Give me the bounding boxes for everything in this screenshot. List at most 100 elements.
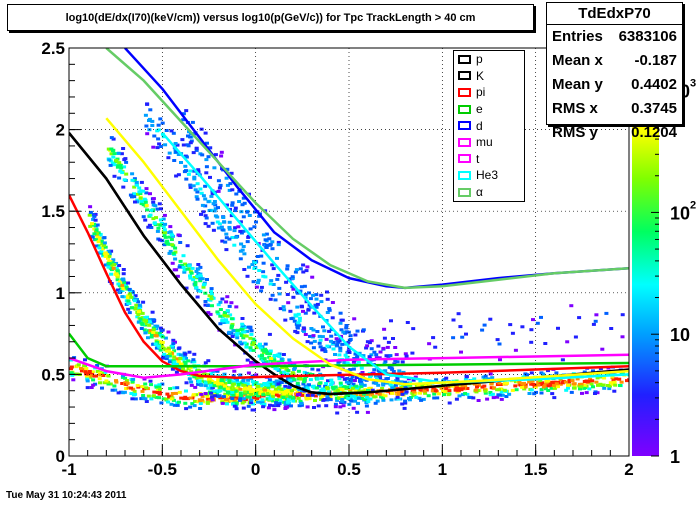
- heatmap-cell: [421, 397, 426, 401]
- heatmap-cell: [102, 236, 107, 240]
- heatmap-cell: [155, 324, 160, 328]
- heatmap-cell: [187, 350, 192, 354]
- heatmap-cell: [192, 177, 197, 181]
- heatmap-cell: [520, 385, 525, 389]
- heatmap-cell: [190, 402, 195, 406]
- heatmap-cell: [127, 311, 132, 315]
- heatmap-cell: [121, 268, 126, 271]
- heatmap-cell: [303, 292, 308, 296]
- heatmap-cell: [359, 382, 363, 386]
- heatmap-cell: [444, 387, 449, 391]
- heatmap-cell: [232, 398, 237, 402]
- heatmap-cell: [502, 388, 507, 392]
- heatmap-cell: [121, 287, 126, 291]
- heatmap-cell: [136, 300, 141, 304]
- heatmap-cell: [294, 268, 299, 272]
- heatmap-cell: [314, 386, 319, 390]
- heatmap-cell: [309, 341, 314, 345]
- heatmap-cell: [612, 380, 617, 384]
- heatmap-cell: [133, 397, 138, 401]
- heatmap-cell: [224, 398, 228, 402]
- heatmap-cell: [102, 243, 106, 247]
- heatmap-cell: [170, 243, 175, 247]
- heatmap-cell: [275, 353, 280, 357]
- heatmap-cell: [216, 189, 221, 193]
- heatmap-cell: [251, 341, 256, 345]
- heatmap-cell: [85, 377, 90, 381]
- heatmap-cell: [570, 379, 575, 383]
- heatmap-cell: [157, 383, 162, 387]
- heatmap-cell: [268, 383, 273, 387]
- heatmap-cell: [319, 398, 324, 401]
- heatmap-cell: [191, 358, 196, 362]
- heatmap-cell: [218, 314, 223, 318]
- heatmap-cell: [124, 172, 129, 176]
- heatmap-cell: [193, 385, 198, 389]
- heatmap-cell: [318, 338, 323, 342]
- heatmap-cell: [281, 305, 286, 309]
- heatmap-cell: [329, 339, 333, 343]
- heatmap-cell: [306, 307, 311, 311]
- heatmap-cell: [135, 315, 140, 319]
- heatmap-cell: [186, 359, 191, 363]
- heatmap-cell: [155, 340, 160, 344]
- heatmap-cell: [138, 311, 143, 315]
- heatmap-cell: [69, 371, 74, 375]
- heatmap-cell: [270, 263, 275, 267]
- heatmap-cell: [286, 398, 291, 402]
- legend-item-k: K: [454, 68, 524, 85]
- heatmap-cell: [230, 322, 235, 326]
- heatmap-cell: [198, 265, 203, 269]
- heatmap-cell: [184, 356, 188, 360]
- heatmap-cell: [625, 379, 629, 383]
- heatmap-cell: [434, 378, 439, 382]
- heatmap-cell: [258, 342, 262, 346]
- heatmap-cell: [279, 357, 284, 361]
- heatmap-cell: [273, 390, 277, 394]
- heatmap-cell: [587, 387, 592, 391]
- heatmap-cell: [238, 220, 243, 224]
- heatmap-cell: [194, 195, 199, 199]
- heatmap-cell: [169, 397, 174, 401]
- heatmap-cell: [143, 113, 148, 117]
- heatmap-cell: [144, 187, 149, 191]
- heatmap-cell: [418, 380, 423, 384]
- heatmap-cell: [131, 393, 136, 397]
- heatmap-cell: [103, 251, 108, 255]
- heatmap-cell: [456, 312, 461, 316]
- heatmap-cell: [488, 393, 493, 397]
- heatmap-cell: [307, 397, 312, 401]
- heatmap-cell: [219, 226, 224, 230]
- heatmap-cell: [147, 119, 151, 122]
- heatmap-cell: [208, 312, 213, 316]
- heatmap-cell: [259, 289, 264, 293]
- heatmap-cell: [424, 388, 429, 392]
- heatmap-cell: [318, 381, 323, 385]
- heatmap-cell: [548, 381, 553, 385]
- heatmap-cell: [620, 335, 625, 339]
- heatmap-cell: [242, 268, 247, 271]
- heatmap-cell: [296, 321, 301, 325]
- heatmap-cell: [168, 358, 173, 362]
- heatmap-cell: [346, 396, 351, 400]
- heatmap-cell: [219, 381, 224, 385]
- heatmap-cell: [224, 394, 229, 398]
- heatmap-cell: [248, 227, 253, 231]
- heatmap-cell: [238, 391, 243, 395]
- heatmap-cell: [500, 393, 505, 397]
- heatmap-cell: [328, 395, 333, 399]
- heatmap-cell: [204, 158, 209, 162]
- heatmap-cell: [225, 295, 230, 299]
- heatmap-cell: [234, 192, 239, 196]
- heatmap-cell: [159, 222, 164, 225]
- heatmap-cell: [436, 392, 441, 396]
- heatmap-cell: [393, 359, 398, 363]
- heatmap-cell: [529, 328, 534, 332]
- heatmap-cell: [133, 307, 138, 311]
- x-tick-label: -0.5: [148, 460, 177, 479]
- heatmap-cell: [212, 166, 217, 170]
- heatmap-cell: [155, 229, 160, 233]
- heatmap-cell: [193, 283, 198, 287]
- heatmap-cell: [174, 268, 179, 272]
- heatmap-cell: [310, 393, 315, 397]
